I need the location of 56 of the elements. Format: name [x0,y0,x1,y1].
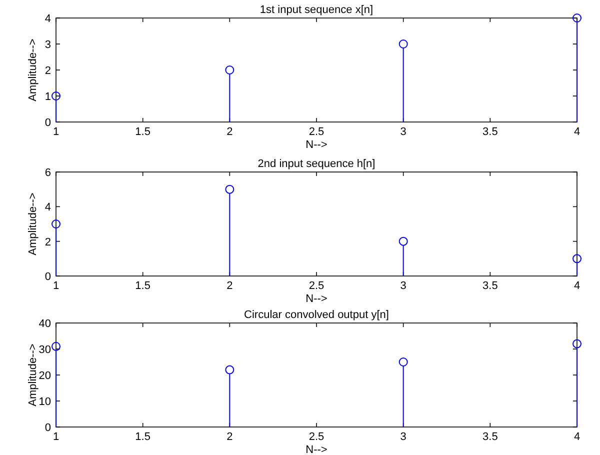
x-tick-label: 4 [574,126,580,138]
y-axis-title: Amplitude--> [27,344,39,406]
point [52,92,60,100]
x-tick-label: 3.5 [482,431,498,443]
x-tick-label: 1 [52,280,60,292]
x-tick-label: 2 [226,280,233,292]
y-tick-label: 2 [44,65,51,77]
y-tick-label: 20 [38,370,51,382]
x-tick-label: 2 [226,126,233,138]
y-tick-label: 10 [38,396,51,408]
x-tick-label: 4 [574,431,580,443]
point [52,220,60,228]
x-tick-label: 1 [52,431,60,443]
x-tick-label: 2.5 [308,431,324,443]
y-tick-label: 6 [44,167,51,179]
y-tick-label: 30 [38,344,51,356]
point [225,365,234,374]
x-axis-title: N--> [306,139,328,151]
point [398,236,408,246]
y-axis-title: Amplitude--> [27,192,39,256]
point [398,358,408,366]
x-tick-label: 4 [574,280,580,292]
x-tick-label: 1 [52,126,60,138]
y-axis-title: Amplitude--> [27,38,39,102]
x-tick-label: 1.5 [135,431,150,443]
y-tick-label: 1 [44,91,51,103]
x-tick-label: 3 [400,280,406,292]
point [572,14,582,22]
x-tick-label: 3.5 [482,126,498,138]
chart-title: 2nd input sequence h[n] [258,158,376,170]
point [225,184,234,194]
x-tick-label: 1.5 [135,126,150,138]
x-tick-label: 3.5 [482,280,498,292]
y-tick-label: 0 [44,422,51,434]
x-tick-label: 2.5 [308,126,324,138]
point [398,40,408,48]
x-tick-label: 2.5 [308,280,324,292]
y-tick-label: 3 [44,39,51,51]
y-tick-label: 4 [44,13,51,25]
y-tick-label: 4 [44,202,51,214]
x-axis-title: N--> [306,293,328,305]
chart-title: 1st input sequence x[n] [260,4,374,16]
point [572,339,582,348]
x-tick-label: 3 [400,431,406,443]
chart-title: Circular convolved output y[n] [244,309,389,321]
point [572,254,582,264]
x-tick-label: 3 [400,126,406,138]
point [225,66,234,74]
x-tick-label: 2 [226,431,233,443]
x-tick-label: 1.5 [135,280,150,292]
y-tick-label: 0 [44,117,51,129]
y-tick-label: 2 [44,236,51,248]
y-tick-label: 0 [44,271,51,283]
point [52,342,60,351]
x-axis-title: N--> [306,444,328,455]
y-tick-label: 40 [38,318,51,330]
